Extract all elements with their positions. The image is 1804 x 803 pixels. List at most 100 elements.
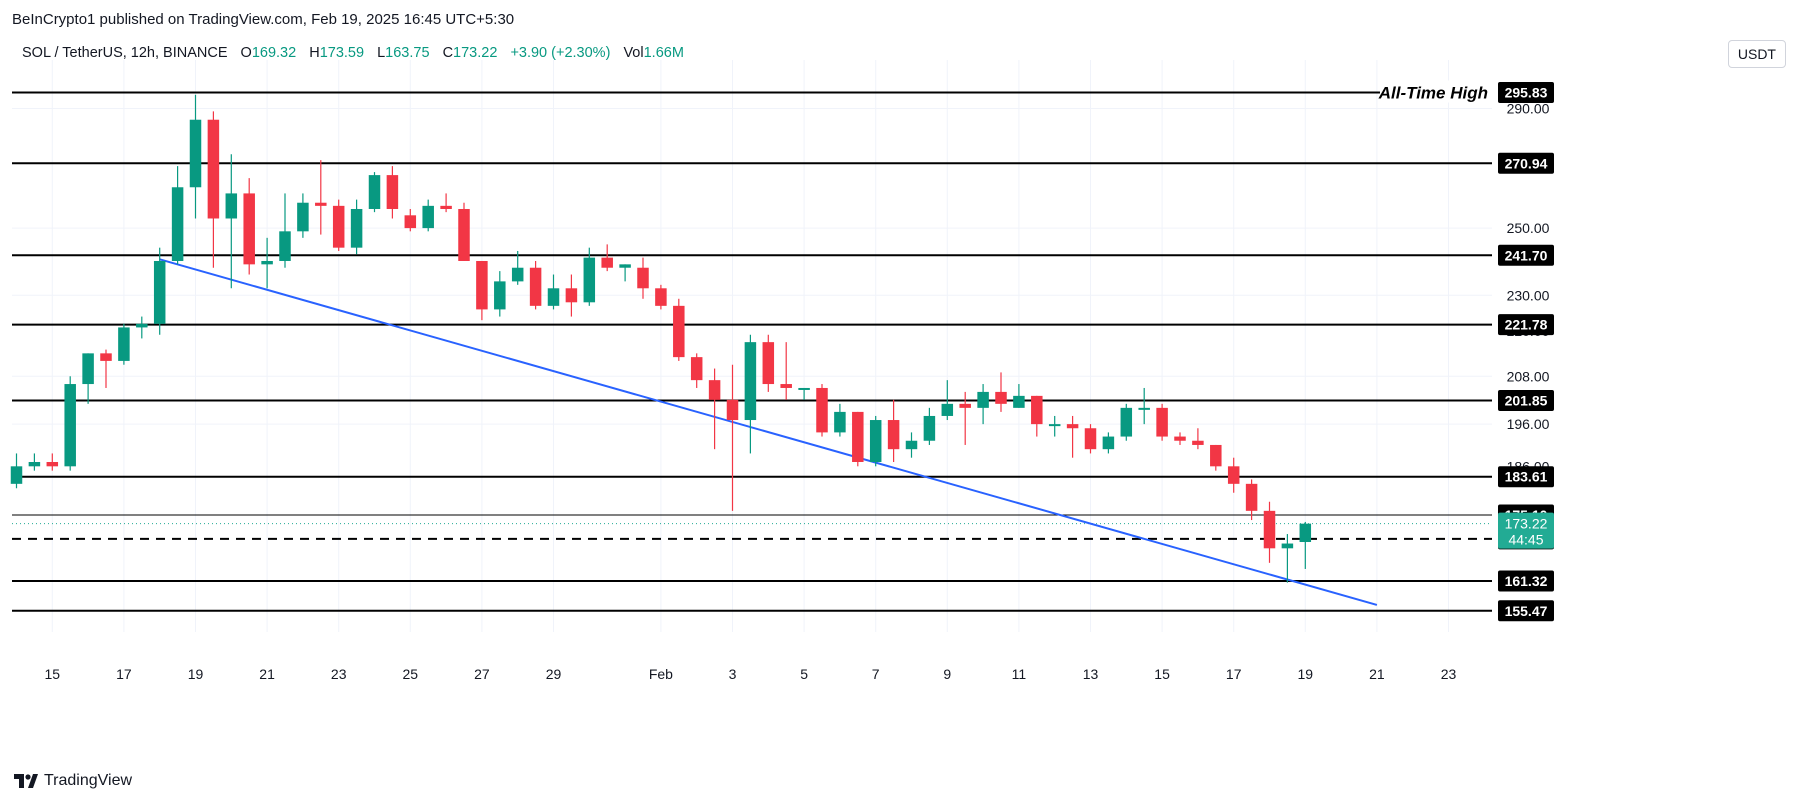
- high-label: H: [309, 45, 320, 61]
- candle-body: [136, 323, 148, 328]
- y-tick-label: 230.00: [1507, 287, 1550, 303]
- candle-body: [1299, 523, 1312, 543]
- x-tick-label: 21: [259, 666, 275, 682]
- candle-body: [279, 231, 291, 261]
- candle-up: [171, 166, 184, 265]
- candle-down: [1245, 479, 1258, 521]
- change-value: +3.90 (+2.30%): [510, 45, 611, 61]
- x-tick-label: 5: [800, 666, 808, 682]
- x-tick-label: 19: [1298, 666, 1314, 682]
- level-price-tag-bg: [1498, 466, 1554, 488]
- candle-body: [64, 384, 76, 467]
- candle-up: [82, 353, 94, 404]
- candle-body: [1120, 407, 1133, 437]
- candle-body: [118, 327, 130, 361]
- candle-body: [565, 288, 578, 303]
- candle-body: [887, 420, 900, 450]
- candle-down: [959, 391, 971, 445]
- candle-body: [655, 288, 667, 306]
- high-value: 173.59: [319, 45, 365, 61]
- level-price-tag: 241.70: [1505, 247, 1548, 263]
- candle-up: [511, 250, 524, 285]
- publisher-line: BeInCrypto1 published on TradingView.com…: [12, 11, 515, 28]
- candle-body: [637, 267, 649, 289]
- x-tick-label: 3: [729, 666, 737, 682]
- candle-body: [547, 288, 560, 306]
- candle-up: [297, 193, 309, 238]
- x-tick-label: 23: [331, 666, 347, 682]
- trendline-layer[interactable]: [159, 258, 1378, 606]
- candle-body: [1245, 483, 1258, 511]
- candle-up: [153, 247, 166, 335]
- candle-up: [10, 453, 23, 489]
- candle-down: [1066, 415, 1079, 458]
- current-price-tag: 173.22: [1505, 516, 1548, 532]
- candle-body: [207, 119, 220, 219]
- candle-body: [1048, 424, 1061, 427]
- symbol-name[interactable]: SOL / TetherUS, 12h, BINANCE: [22, 45, 228, 61]
- candle-body: [1066, 424, 1079, 429]
- candle-body: [905, 440, 918, 450]
- candles-layer: [10, 94, 1312, 583]
- candle-down: [404, 208, 417, 232]
- candle-up: [422, 199, 434, 232]
- candle-up: [118, 323, 130, 365]
- y-tick-label: 290.00: [1507, 101, 1550, 117]
- candle-body: [10, 466, 23, 484]
- x-tick-label: 25: [403, 666, 419, 682]
- candle-up: [619, 264, 631, 282]
- candle-body: [762, 342, 775, 385]
- candle-down: [1227, 457, 1240, 493]
- all-time-high-label: All-Time High: [1378, 84, 1488, 103]
- candle-body: [834, 411, 846, 433]
- candle-body: [619, 264, 631, 268]
- level-price-tag-bg: [1498, 600, 1554, 622]
- candle-body: [315, 202, 327, 206]
- candle-up: [350, 199, 363, 255]
- x-tick-label: 17: [1226, 666, 1242, 682]
- candle-body: [100, 353, 112, 361]
- candle-down: [386, 166, 399, 219]
- candle-body: [708, 380, 721, 400]
- candle-down: [1263, 501, 1276, 563]
- candle-up: [64, 376, 76, 471]
- candle-up: [261, 237, 273, 289]
- y-tick-label: 250.00: [1507, 220, 1550, 236]
- candle-body: [780, 384, 792, 388]
- candle-body: [673, 305, 685, 358]
- tradingview-brand: TradingView: [44, 772, 133, 789]
- candle-down: [332, 199, 345, 251]
- candle-body: [1192, 440, 1204, 445]
- candle-down: [476, 260, 488, 321]
- candle-down: [995, 372, 1007, 412]
- candle-up: [1013, 384, 1025, 408]
- candle-down: [46, 453, 59, 471]
- candle-down: [655, 284, 667, 310]
- level-price-tag: 201.85: [1505, 392, 1548, 408]
- x-tick-label: 19: [188, 666, 204, 682]
- candle-down: [726, 364, 739, 511]
- candle-body: [422, 205, 434, 229]
- candle-body: [243, 193, 255, 265]
- y-tick-label: 196.00: [1507, 416, 1550, 432]
- candle-body: [46, 462, 59, 467]
- candle-down: [887, 399, 900, 463]
- x-tick-label: 21: [1369, 666, 1385, 682]
- candle-down: [440, 193, 452, 213]
- candle-up: [798, 387, 810, 400]
- price-tags: 295.83270.94241.70221.78201.85183.61175.…: [1498, 82, 1554, 622]
- volume-value: 1.66M: [643, 45, 684, 61]
- candle-body: [869, 420, 882, 463]
- candle-body: [153, 260, 166, 324]
- level-price-tag-bg: [1498, 570, 1554, 592]
- tradingview-logo[interactable]: TradingView: [14, 772, 132, 790]
- candle-up: [368, 172, 381, 213]
- candle-up: [28, 453, 41, 471]
- x-axis: 15 17 19 21 23 25 27 29 Feb 3 5 7 9 11 13 15 17 19 21 23: [45, 666, 1457, 682]
- candle-body: [852, 411, 864, 463]
- candle-body: [368, 175, 381, 209]
- currency-button[interactable]: USDT: [1727, 40, 1786, 68]
- candle-body: [297, 202, 309, 232]
- candle-body: [816, 387, 828, 433]
